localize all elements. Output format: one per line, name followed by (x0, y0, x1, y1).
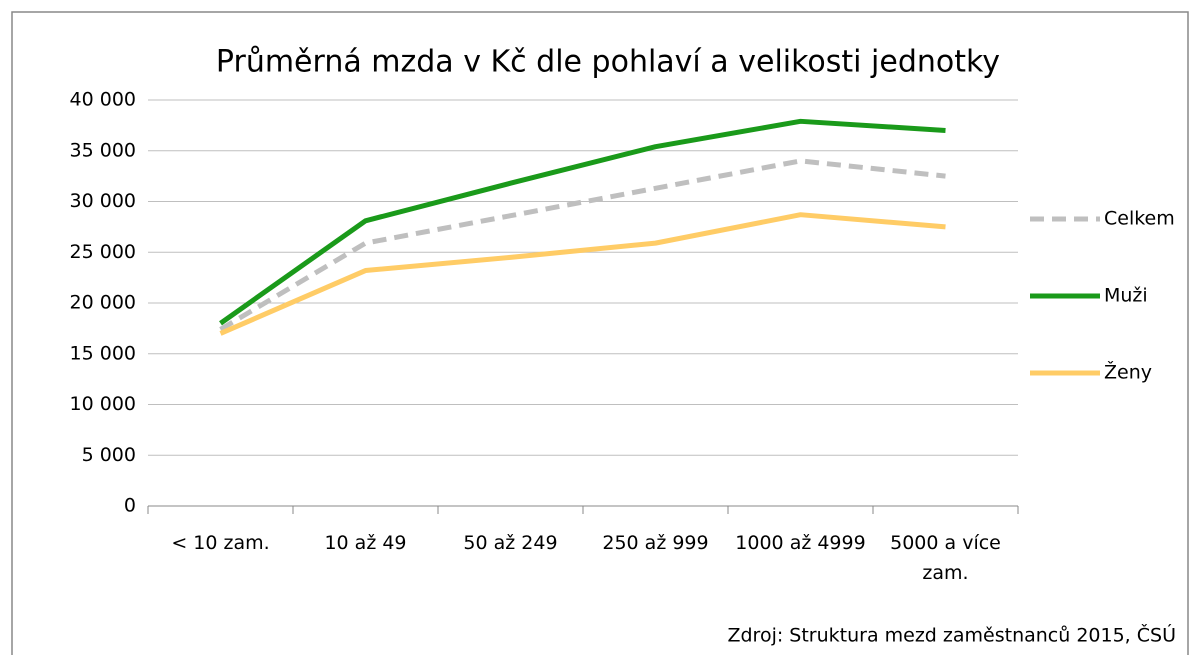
chart-border (11, 11, 1189, 655)
x-tick-label: < 10 zam. (171, 532, 270, 554)
y-tick-label: 10 000 (70, 393, 136, 415)
x-tick-label: 1000 až 4999 (735, 532, 866, 554)
y-tick-label: 15 000 (70, 342, 136, 364)
x-tick-label: 10 až 49 (324, 532, 407, 554)
legend-label: Celkem (1104, 208, 1175, 230)
y-tick-label: 35 000 (70, 139, 136, 161)
y-tick-label: 40 000 (70, 89, 136, 111)
legend-label: Muži (1104, 285, 1148, 307)
line-series (219, 158, 946, 332)
line-series (219, 118, 946, 326)
chart-title: Průměrná mzda v Kč dle pohlaví a velikos… (216, 45, 1000, 80)
legend-label: Ženy (1104, 361, 1152, 384)
y-tick-label: 30 000 (70, 190, 136, 212)
x-tick-label: 250 až 999 (602, 532, 709, 554)
x-tick-label: 5000 a více zam. (890, 532, 1001, 584)
y-tick-label: 0 (124, 495, 136, 517)
source: Zdroj: Struktura mezd zaměstnanců 2015, … (727, 623, 1176, 647)
line-series (219, 212, 946, 336)
x-tick-label: 50 až 249 (463, 532, 558, 554)
y-tick-label: 25 000 (70, 241, 136, 263)
y-tick-label: 20 000 (70, 292, 136, 314)
y-tick-label: 5 000 (82, 444, 136, 466)
